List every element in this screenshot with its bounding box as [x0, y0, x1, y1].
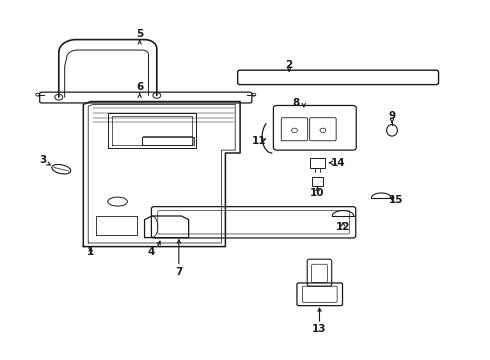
Text: 13: 13 — [312, 324, 327, 334]
Text: 10: 10 — [310, 188, 325, 198]
Text: 11: 11 — [251, 136, 266, 146]
Text: 15: 15 — [389, 195, 403, 205]
Text: 2: 2 — [286, 60, 293, 70]
Text: 5: 5 — [136, 29, 143, 39]
Bar — [310, 158, 325, 168]
Text: 7: 7 — [175, 267, 183, 277]
Text: 6: 6 — [136, 82, 143, 92]
Text: 3: 3 — [40, 155, 47, 165]
Text: 8: 8 — [293, 98, 300, 108]
Text: 12: 12 — [336, 222, 350, 232]
Text: 1: 1 — [87, 247, 94, 257]
Text: 9: 9 — [389, 111, 395, 121]
Bar — [312, 177, 323, 186]
Text: 4: 4 — [147, 247, 155, 257]
Text: 14: 14 — [331, 158, 345, 168]
